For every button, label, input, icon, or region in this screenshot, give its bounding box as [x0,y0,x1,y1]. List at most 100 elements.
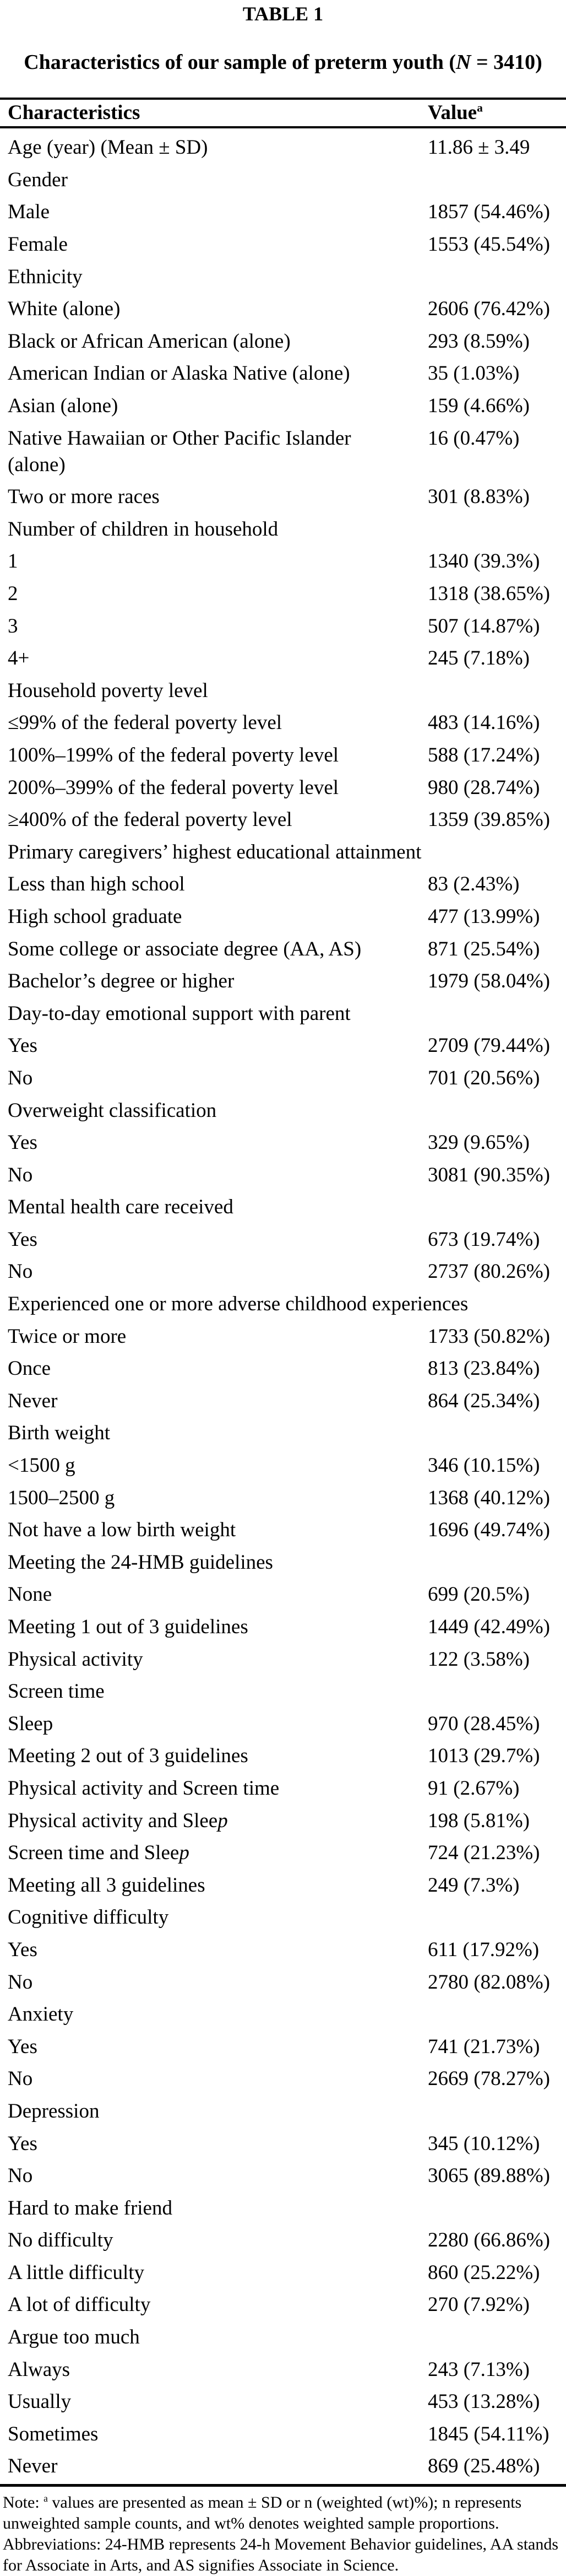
table-row: 1500–2500 g 1368 (40.12%) [0,1482,566,1514]
table-row: White (alone) 2606 (76.42%) [0,293,566,326]
row-value: 243 (7.13%) [428,2358,530,2381]
table-row: Always 243 (7.13%) [0,2353,566,2386]
table-row: Mental health care received [0,1191,566,1224]
table-row: Gender [0,164,566,197]
table-title: Characteristics of our sample of preterm… [0,50,566,75]
row-label: Physical activity [8,1648,143,1671]
table-row: Not have a low birth weight 1696 (49.74%) [0,1514,566,1547]
row-label: Birth weight [8,1422,111,1445]
table-row: Black or African American (alone) 293 (8.… [0,326,566,358]
note-paragraph: Note: a values are presented as mean ± S… [3,2492,563,2534]
row-label: Argue too much [8,2326,140,2349]
row-label: No difficulty [8,2229,113,2252]
row-label: Experienced one or more adverse childhoo… [8,1293,469,1316]
row-label: Physical activity and Sleep [8,1809,228,1832]
row-value: 588 (17.24%) [428,743,540,766]
table-row: None 699 (20.5%) [0,1579,566,1611]
table-row: No 2737 (80.26%) [0,1256,566,1288]
table-row: Less than high school 83 (2.43%) [0,868,566,901]
row-label: Meeting 2 out of 3 guidelines [8,1745,248,1768]
row-value: 2280 (66.86%) [428,2229,550,2252]
row-label: Yes [8,1228,37,1251]
row-value: 1368 (40.12%) [428,1486,550,1509]
row-value: 11.86 ± 3.49 [428,136,530,159]
table-row: Never 864 (25.34%) [0,1385,566,1418]
row-value: 1359 (39.85%) [428,808,550,831]
table-row: Physical activity 122 (3.58%) [0,1643,566,1676]
row-value: 1733 (50.82%) [428,1325,550,1348]
row-value: 198 (5.81%) [428,1809,530,1832]
row-value: 1449 (42.49%) [428,1616,550,1639]
table-row: Yes 329 (9.65%) [0,1127,566,1159]
row-label: Yes [8,2035,37,2058]
row-label: Yes [8,1131,37,1154]
table-row: Number of children in household [0,514,566,546]
table-row: 4+ 245 (7.18%) [0,642,566,675]
table-row: Never 869 (25.48%) [0,2450,566,2483]
header-rule [0,126,566,128]
table-row: Twice or more 1733 (50.82%) [0,1320,566,1353]
row-label: Less than high school [8,873,185,896]
row-label: Always [8,2358,70,2381]
table-row: ≤99% of the federal poverty level 483 (14… [0,707,566,739]
row-label: Usually [8,2390,72,2413]
row-label: Day-to-day emotional support with parent [8,1002,351,1025]
row-label: Household poverty level [8,679,208,702]
table-header-row: Characteristics Valuea [0,100,566,126]
row-label: Overweight classification [8,1099,217,1122]
table-row: Meeting the 24-HMB guidelines [0,1547,566,1579]
table-row: Yes 345 (10.12%) [0,2127,566,2160]
table-label: TABLE 1 [242,3,324,25]
row-label: 1 [8,550,18,573]
table-rows: Age (year) (Mean ± SD) 11.86 ± 3.49 Gender… [0,128,566,2483]
row-label: 100%–199% of the federal poverty level [8,743,339,766]
table-row: <1500 g 346 (10.15%) [0,1450,566,1482]
table-row: Screen time and Sleep 724 (21.23%) [0,1837,566,1870]
row-value: 16 (0.47%) [428,426,520,450]
table-row: A lot of difficulty 270 (7.92%) [0,2289,566,2321]
row-label: 3 [8,614,18,638]
bottom-rule [0,2483,566,2487]
row-label: Native Hawaiian or Other Pacific Islande… [8,426,351,476]
table-title-n: N [456,51,471,74]
row-label: Age (year) (Mean ± SD) [8,136,208,159]
row-value: 1553 (45.54%) [428,233,550,256]
row-value: 701 (20.56%) [428,1066,540,1089]
note-prefix: Note: [3,2493,44,2512]
table-row: Meeting 2 out of 3 guidelines 1013 (29.7%… [0,1740,566,1773]
row-label: Sometimes [8,2422,99,2445]
row-value: 1845 (54.11%) [428,2422,549,2445]
row-label: Some college or associate degree (AA, AS… [8,937,362,960]
row-value: 91 (2.67%) [428,1776,520,1800]
table-row: 2 1318 (38.65%) [0,578,566,611]
table-row: Two or more races 301 (8.83%) [0,481,566,514]
table-row: Sleep 970 (28.45%) [0,1708,566,1741]
row-label: No [8,2067,33,2091]
table-row: No 3065 (89.88%) [0,2160,566,2192]
row-label: Female [8,233,68,256]
row-value: 477 (13.99%) [428,905,540,928]
row-value: 35 (1.03%) [428,362,520,385]
row-label: Meeting 1 out of 3 guidelines [8,1616,248,1639]
table-row: Argue too much [0,2321,566,2354]
row-value: 860 (25.22%) [428,2261,540,2284]
row-label: ≤99% of the federal poverty level [8,711,282,735]
row-value: 3081 (90.35%) [428,1163,550,1186]
row-value: 1696 (49.74%) [428,1519,550,1542]
row-label: Never [8,1389,58,1412]
row-value: 1318 (38.65%) [428,582,550,606]
row-value: 453 (13.28%) [428,2390,540,2413]
row-label: Gender [8,168,68,191]
row-label: No [8,1260,33,1283]
table-row: Sometimes 1845 (54.11%) [0,2418,566,2451]
table-row: High school graduate 477 (13.99%) [0,901,566,933]
row-label: 4+ [8,647,30,670]
table-row: Yes 673 (19.74%) [0,1224,566,1256]
row-value: 1857 (54.46%) [428,201,550,224]
row-value: 673 (19.74%) [428,1228,540,1251]
table-row: Day-to-day emotional support with parent [0,997,566,1030]
row-value: 980 (28.74%) [428,776,540,799]
table-row: Usually 453 (13.28%) [0,2386,566,2418]
row-label: Meeting all 3 guidelines [8,1873,205,1897]
